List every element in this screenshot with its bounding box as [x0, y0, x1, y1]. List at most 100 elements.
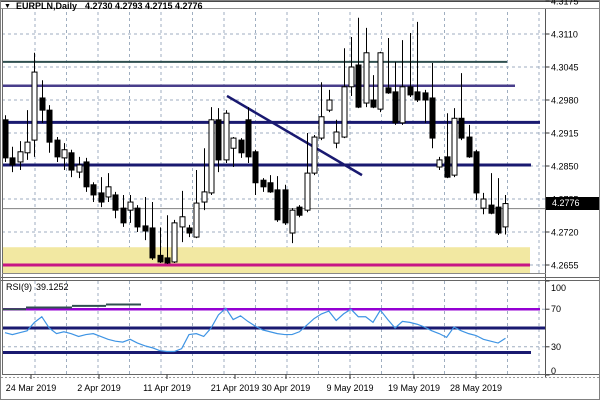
chart-title: ▼ EURPLN,Daily 4.2730 4.2793 4.2715 4.2776: [4, 1, 203, 11]
candle: [193, 170, 200, 239]
candle-body: [245, 119, 252, 158]
candle-body: [407, 86, 414, 96]
candle-body: [193, 202, 200, 238]
candle: [120, 194, 127, 227]
price-axis-label: 4.3045: [551, 62, 579, 72]
time-axis-label: 2 Apr 2019: [77, 383, 121, 393]
candle: [179, 190, 186, 243]
candle: [2, 115, 9, 162]
candle: [39, 80, 46, 123]
rsi-line: [4, 307, 506, 353]
candle-body: [451, 117, 458, 176]
candle: [370, 75, 377, 109]
candle-body: [208, 119, 215, 194]
candle-body: [2, 119, 9, 159]
candle-body: [215, 119, 222, 161]
price-panel: [2, 12, 545, 273]
candle-body: [252, 151, 259, 184]
candle-body: [201, 191, 208, 203]
rsi-axis-label: 100: [551, 283, 566, 293]
candle: [112, 191, 119, 219]
candle: [466, 124, 473, 158]
candle-body: [341, 86, 348, 138]
candle: [451, 108, 458, 178]
candle-body: [304, 172, 311, 211]
rsi-panel: [2, 281, 546, 374]
candle: [157, 227, 164, 263]
candle-body: [134, 207, 141, 228]
candle: [24, 110, 31, 160]
candle-body: [377, 52, 384, 110]
candle-body: [458, 117, 465, 139]
ohlc-readout: 4.2730 4.2793 4.2715 4.2776: [84, 1, 203, 11]
candle: [274, 176, 281, 222]
candle-body: [260, 179, 267, 188]
candle: [83, 157, 90, 192]
candle: [311, 135, 318, 176]
candle-body: [480, 198, 487, 209]
candle-body: [282, 189, 289, 224]
candle-body: [164, 257, 171, 264]
candle-body: [186, 227, 193, 234]
candle-body: [399, 86, 406, 124]
candle-body: [54, 139, 61, 158]
candle-body: [46, 109, 53, 143]
candle: [127, 194, 134, 223]
candle-body: [105, 186, 112, 198]
candle: [488, 173, 495, 215]
candle: [333, 119, 340, 149]
candle-body: [24, 141, 31, 154]
candle: [392, 61, 399, 125]
candle: [267, 175, 274, 193]
candle-body: [76, 164, 83, 173]
candle: [46, 105, 53, 153]
candle-body: [127, 201, 134, 211]
symbol-timeframe-label: EURPLN,Daily: [15, 1, 77, 11]
price-axis-label: 4.2850: [551, 161, 579, 171]
candle-body: [436, 159, 443, 168]
candle: [326, 89, 333, 113]
time-axis-label: 21 Apr 2019: [211, 383, 260, 393]
candle-body: [68, 152, 75, 171]
candle-body: [392, 91, 399, 124]
candle: [186, 224, 193, 238]
rsi-indicator-caption: RSI(9) 39.1252: [6, 282, 69, 292]
candle: [98, 177, 105, 208]
support-zone: [2, 247, 530, 273]
candle: [282, 184, 289, 225]
candle: [252, 149, 259, 195]
rsi-axis-label: 0: [551, 366, 556, 376]
time-axis-label: 19 May 2019: [388, 383, 440, 393]
candle: [363, 27, 370, 108]
candle-body: [274, 189, 281, 221]
candle: [134, 205, 141, 232]
candle-body: [17, 151, 24, 163]
candle: [54, 137, 61, 162]
candle-body: [230, 137, 237, 149]
collapse-triangle-icon[interactable]: ▼: [4, 3, 11, 10]
candle-body: [238, 139, 245, 154]
candle: [377, 51, 384, 113]
candle: [341, 48, 348, 139]
candle-body: [39, 97, 46, 111]
candle-body: [326, 99, 333, 111]
rsi-axis-label: 70: [551, 304, 561, 314]
candle: [458, 73, 465, 141]
candle: [164, 215, 171, 264]
candle: [348, 37, 355, 96]
candle: [90, 182, 97, 203]
candle-body: [355, 64, 362, 108]
candle-body: [414, 91, 421, 101]
candle: [399, 40, 406, 125]
candle-body: [120, 207, 127, 224]
candle-body: [311, 136, 318, 174]
candle: [215, 108, 222, 173]
candle: [61, 143, 68, 171]
candle-body: [142, 225, 149, 232]
price-axis-label: 4.2980: [551, 95, 579, 105]
candle-body: [149, 227, 156, 259]
candle: [436, 156, 443, 171]
panel-splitter[interactable]: [1, 277, 599, 281]
